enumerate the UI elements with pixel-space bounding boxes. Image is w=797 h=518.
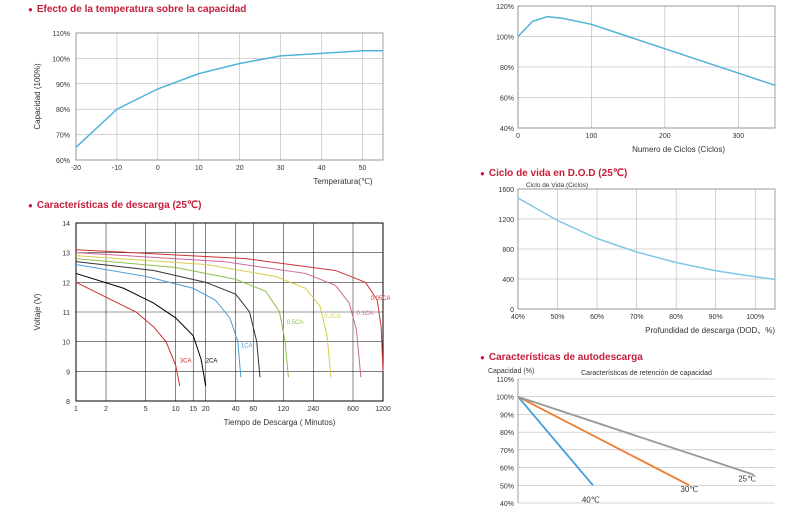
svg-text:90%: 90%: [709, 314, 723, 321]
svg-text:40℃: 40℃: [582, 496, 600, 505]
svg-text:3CA: 3CA: [180, 358, 192, 364]
svg-text:0.1CA: 0.1CA: [356, 311, 373, 317]
svg-text:40%: 40%: [500, 126, 514, 133]
chart-cycles: 40% 60% 80% 100% 120% 0 100 200 300 Numero de Cic…: [480, 0, 790, 165]
svg-text:2CA: 2CA: [206, 358, 218, 364]
svg-text:60%: 60%: [56, 158, 70, 165]
svg-text:800: 800: [502, 247, 514, 254]
svg-text:0: 0: [510, 307, 514, 314]
svg-text:50%: 50%: [500, 483, 514, 490]
svg-text:70%: 70%: [56, 133, 70, 140]
svg-text:50%: 50%: [551, 314, 565, 321]
svg-text:40: 40: [318, 165, 326, 172]
svg-text:0: 0: [156, 165, 160, 172]
svg-text:400: 400: [502, 277, 514, 284]
svg-text:80%: 80%: [669, 314, 683, 321]
svg-text:Ciclo de Vida (Ciclos): Ciclo de Vida (Ciclos): [526, 182, 588, 189]
svg-text:20: 20: [236, 165, 244, 172]
svg-text:14: 14: [62, 221, 70, 228]
svg-text:1200: 1200: [498, 217, 514, 224]
svg-text:12: 12: [62, 280, 70, 287]
svg-text:0: 0: [516, 133, 520, 140]
chart1-title: Efecto de la temperatura sobre la capaci…: [28, 4, 398, 15]
svg-text:90%: 90%: [500, 412, 514, 419]
svg-text:-10: -10: [112, 165, 122, 172]
svg-text:30: 30: [277, 165, 285, 172]
svg-text:Tiempo de Descarga ( Minutos): Tiempo de Descarga ( Minutos): [224, 418, 336, 427]
svg-text:1200: 1200: [375, 406, 391, 413]
svg-text:80%: 80%: [500, 65, 514, 72]
svg-text:40%: 40%: [511, 314, 525, 321]
svg-text:Capacidad (%): Capacidad (%): [488, 368, 534, 375]
svg-text:120%: 120%: [496, 4, 514, 11]
svg-text:60%: 60%: [500, 466, 514, 473]
svg-text:40: 40: [232, 406, 240, 413]
svg-text:100%: 100%: [52, 56, 70, 63]
svg-text:100%: 100%: [496, 395, 514, 402]
svg-text:13: 13: [62, 251, 70, 258]
svg-text:-20: -20: [71, 165, 81, 172]
svg-text:240: 240: [307, 406, 319, 413]
chart-selfdischarge: Características de autodescarga 40% 50% 60…: [480, 352, 790, 518]
svg-text:10: 10: [195, 165, 203, 172]
svg-text:1600: 1600: [498, 187, 514, 194]
svg-text:Profundidad de descarga (DOD、%: Profundidad de descarga (DOD、%): [645, 326, 775, 335]
svg-text:600: 600: [347, 406, 359, 413]
svg-text:10: 10: [172, 406, 180, 413]
svg-text:1: 1: [74, 406, 78, 413]
chart-discharge: Características de descarga (25℃) 891011…: [28, 200, 398, 441]
svg-text:60%: 60%: [590, 314, 604, 321]
svg-text:100%: 100%: [496, 35, 514, 42]
svg-text:11: 11: [63, 310, 70, 317]
svg-text:60%: 60%: [500, 96, 514, 103]
svg-text:50: 50: [359, 165, 367, 172]
svg-text:8: 8: [66, 399, 70, 406]
chart-dod: Ciclo de vida en D.O.D (25℃) 0 400 800 1200…: [480, 168, 790, 354]
svg-text:20: 20: [202, 406, 210, 413]
svg-text:Temperatura(℃): Temperatura(℃): [313, 177, 373, 186]
chart-temp-capacity: Efecto de la temperatura sobre la capaci…: [28, 4, 398, 195]
svg-text:Características de retención d: Características de retención de capacida…: [581, 370, 712, 377]
svg-text:90%: 90%: [56, 82, 70, 89]
svg-text:80%: 80%: [56, 107, 70, 114]
svg-text:120: 120: [277, 406, 289, 413]
svg-text:80%: 80%: [500, 430, 514, 437]
svg-text:15: 15: [189, 406, 197, 413]
svg-text:110%: 110%: [53, 31, 70, 38]
svg-text:100: 100: [586, 133, 598, 140]
chart5-title: Características de autodescarga: [480, 352, 790, 363]
svg-text:Capacidad (100%): Capacidad (100%): [33, 63, 42, 130]
svg-text:0.2CA: 0.2CA: [324, 314, 341, 320]
svg-text:0.05CA: 0.05CA: [371, 296, 391, 302]
chart2-title: Características de descarga (25℃): [28, 200, 398, 211]
svg-text:70%: 70%: [630, 314, 644, 321]
svg-text:10: 10: [62, 340, 70, 347]
svg-text:1CA: 1CA: [241, 344, 253, 350]
svg-text:25℃: 25℃: [738, 474, 756, 483]
svg-text:Numero de Ciclos (Ciclos): Numero de Ciclos (Ciclos): [632, 145, 725, 154]
svg-text:200: 200: [659, 133, 671, 140]
svg-text:30℃: 30℃: [680, 485, 698, 494]
svg-text:5: 5: [144, 406, 148, 413]
svg-text:60: 60: [249, 406, 257, 413]
svg-text:100%: 100%: [746, 314, 764, 321]
svg-text:2: 2: [104, 406, 108, 413]
chart4-title: Ciclo de vida en D.O.D (25℃): [480, 168, 790, 179]
svg-text:Voltaje (V): Voltaje (V): [33, 293, 42, 330]
svg-text:40%: 40%: [500, 501, 514, 508]
svg-text:9: 9: [66, 369, 70, 376]
svg-text:0.5CA: 0.5CA: [287, 320, 304, 326]
svg-text:110%: 110%: [497, 377, 514, 384]
svg-text:70%: 70%: [500, 448, 514, 455]
svg-text:300: 300: [732, 133, 744, 140]
